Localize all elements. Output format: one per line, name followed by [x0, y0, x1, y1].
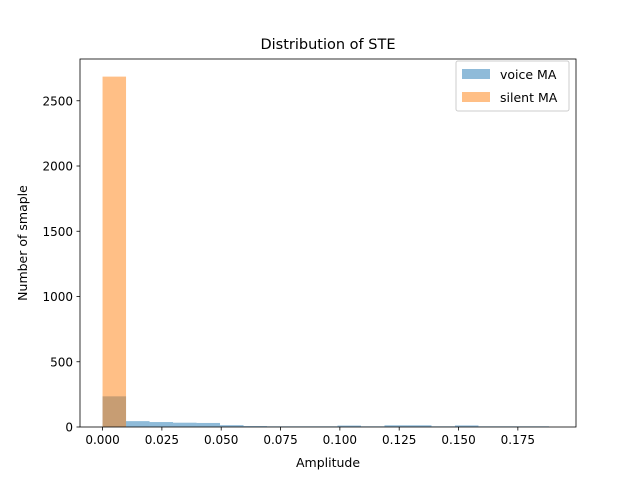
y-tick-label: 1500	[42, 225, 73, 239]
bar-voice-ma-1	[126, 421, 150, 427]
bar-voice-ma-15	[454, 425, 479, 427]
x-tick-label: 0.100	[323, 433, 357, 447]
legend-label-silent-ma: silent MA	[500, 90, 558, 105]
legend-label-voice-ma: voice MA	[500, 67, 557, 82]
y-tick-label: 0	[65, 421, 73, 435]
bar-voice-ma-6	[243, 426, 268, 427]
bar-voice-ma-12	[384, 425, 408, 427]
y-tick-label: 500	[50, 355, 73, 369]
x-axis-ticks: 0.000 0.025 0.050 0.075 0.100 0.125 0.150 0.175	[85, 427, 535, 447]
x-tick-label: 0.000	[85, 433, 119, 447]
x-tick-label: 0.075	[263, 433, 297, 447]
legend: voice MA silent MA	[455, 60, 570, 112]
y-axis-ticks: 0 500 1000 1500 2000 2500	[42, 94, 80, 435]
legend-swatch-silent-ma	[462, 92, 490, 102]
chart-title: Distribution of STE	[260, 37, 395, 53]
legend-swatch-voice-ma	[462, 69, 490, 79]
bar-voice-ma-5	[220, 425, 244, 427]
bar-voice-ma-13	[407, 425, 432, 427]
x-tick-label: 0.150	[441, 433, 475, 447]
bar-voice-ma-4	[196, 422, 221, 427]
x-tick-label: 0.125	[382, 433, 416, 447]
series-silent-ma	[102, 76, 127, 428]
y-axis-label: Number of smaple	[15, 185, 30, 301]
bar-voice-ma-2	[149, 422, 174, 427]
x-axis-label: Amplitude	[296, 455, 360, 470]
bar-voice-ma-3	[173, 422, 197, 427]
x-tick-label: 0.050	[204, 433, 238, 447]
y-tick-label: 1000	[42, 290, 73, 304]
x-tick-label: 0.175	[501, 433, 535, 447]
bar-voice-ma-10	[337, 425, 361, 427]
axes-frame	[79, 58, 577, 428]
bar-silent-ma-0	[102, 76, 127, 428]
y-tick-label: 2500	[42, 94, 73, 108]
y-tick-label: 2000	[42, 160, 73, 174]
x-tick-label: 0.025	[145, 433, 179, 447]
